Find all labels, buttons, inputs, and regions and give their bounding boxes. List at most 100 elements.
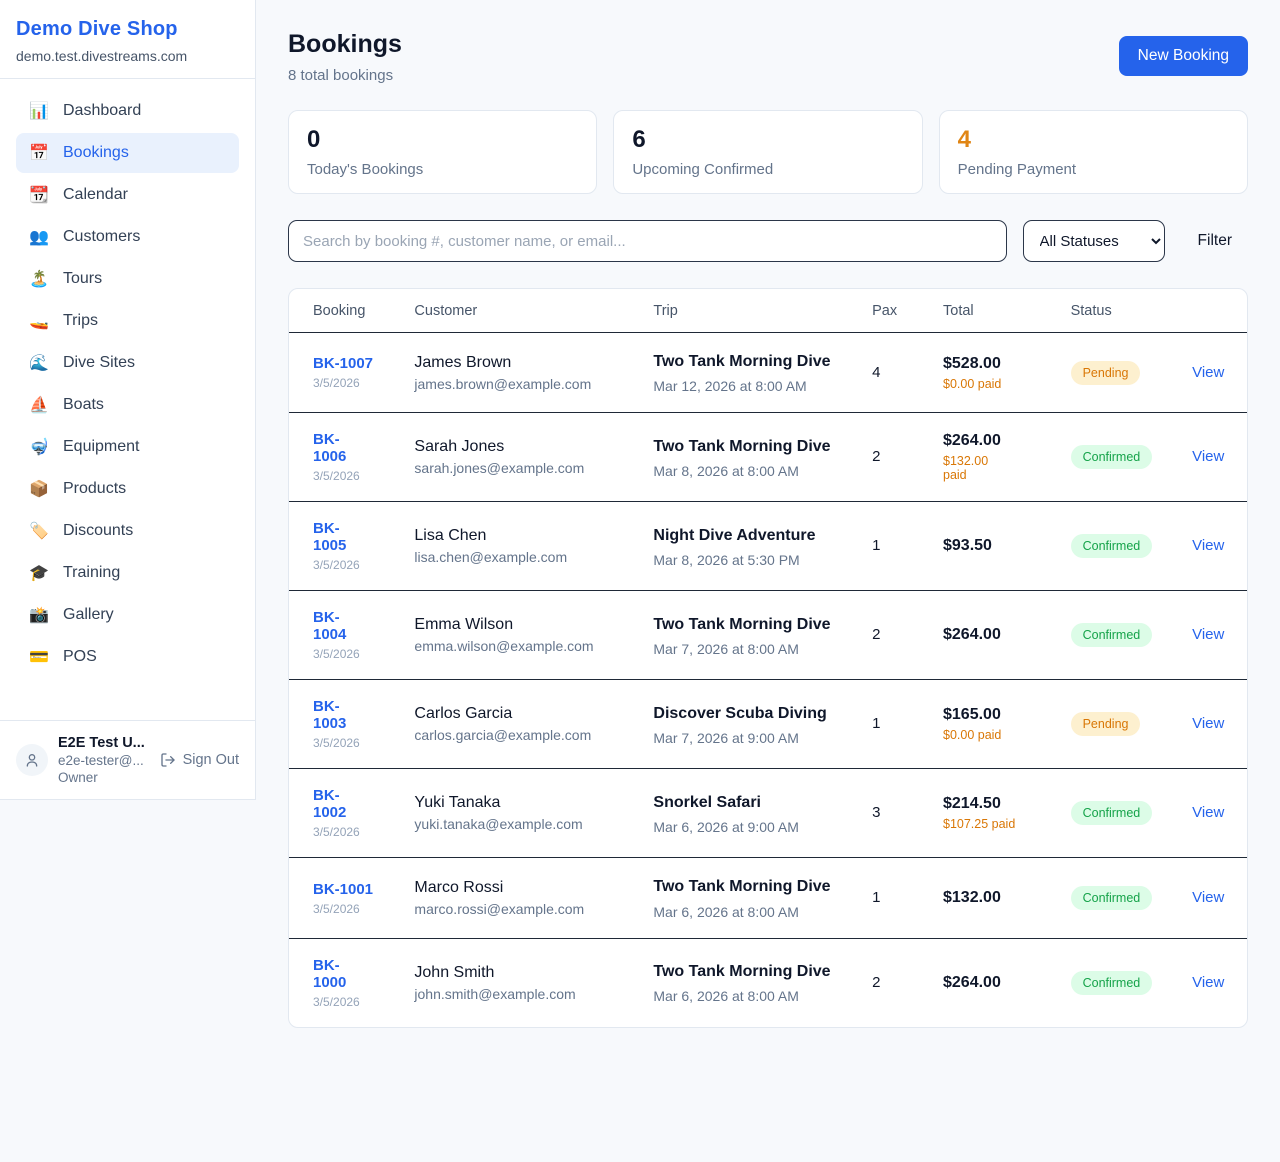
- booking-id-link[interactable]: BK-1007: [313, 355, 374, 373]
- sidebar-item-label: Dashboard: [63, 102, 142, 119]
- amount-paid: $0.00 paid: [943, 728, 1002, 743]
- diving-mask-icon: 🤿: [29, 439, 49, 456]
- status-badge: Confirmed: [1070, 801, 1153, 826]
- main-content: Bookings 8 total bookings New Booking 0 …: [256, 0, 1280, 1162]
- booking-id-link[interactable]: BK- 1006: [313, 431, 347, 466]
- trip-name: Two Tank Morning Dive: [653, 878, 831, 896]
- customer-name: Yuki Tanaka: [414, 794, 501, 812]
- pax-value: 2: [872, 626, 881, 644]
- booking-date: 3/5/2026: [313, 736, 360, 751]
- trip-name: Discover Scuba Diving: [653, 704, 827, 722]
- bookings-table-body: BK-1007 3/5/2026 James Brown james.brown…: [289, 333, 1247, 1027]
- stat-value: 0: [307, 126, 321, 153]
- sidebar-item-label: Products: [63, 480, 127, 497]
- sidebar-item-dive-sites[interactable]: 🌊 Dive Sites: [16, 343, 239, 383]
- view-link[interactable]: View: [1192, 448, 1225, 466]
- sailboat-icon: ⛵: [29, 397, 49, 414]
- new-booking-button[interactable]: New Booking: [1118, 36, 1248, 76]
- view-link[interactable]: View: [1192, 626, 1225, 644]
- sidebar-item-label: Trips: [63, 312, 98, 329]
- customer-name: James Brown: [414, 353, 512, 371]
- sidebar-item-tours[interactable]: 🏝️ Tours: [16, 259, 239, 299]
- trip-time: Mar 7, 2026 at 8:00 AM: [653, 641, 799, 658]
- wave-icon: 🌊: [29, 355, 49, 372]
- sign-out-label: Sign Out: [182, 752, 239, 768]
- total-amount: $93.50: [943, 537, 992, 555]
- stat-card: 0 Today's Bookings: [288, 110, 598, 194]
- sidebar-item-customers[interactable]: 👥 Customers: [16, 217, 239, 257]
- sidebar-item-gallery[interactable]: 📸 Gallery: [16, 595, 239, 635]
- amount-paid: $107.25 paid: [943, 817, 1016, 832]
- trip-time: Mar 8, 2026 at 8:00 AM: [653, 463, 799, 480]
- sidebar-item-bookings[interactable]: 📅 Bookings: [16, 133, 239, 173]
- status-select[interactable]: All Statuses: [1022, 220, 1165, 262]
- sidebar-item-training[interactable]: 🎓 Training: [16, 553, 239, 593]
- booking-id-link[interactable]: BK- 1003: [313, 698, 347, 733]
- island-icon: 🏝️: [29, 271, 49, 288]
- trip-name: Two Tank Morning Dive: [653, 615, 831, 633]
- camera-icon: 📸: [29, 607, 49, 624]
- table-row: BK-1001 3/5/2026 Marco Rossi marco.rossi…: [289, 857, 1247, 939]
- view-link[interactable]: View: [1192, 715, 1225, 733]
- view-link[interactable]: View: [1192, 537, 1225, 555]
- sidebar-item-trips[interactable]: 🚤 Trips: [16, 301, 239, 341]
- booking-id-link[interactable]: BK- 1004: [313, 609, 347, 644]
- booking-id-link[interactable]: BK- 1002: [313, 787, 347, 822]
- table-row: BK- 1006 3/5/2026 Sarah Jones sarah.jone…: [289, 412, 1247, 502]
- booking-id-link[interactable]: BK- 1000: [313, 956, 347, 991]
- shop-name: Demo Dive Shop: [16, 18, 178, 40]
- sidebar-item-discounts[interactable]: 🏷️ Discounts: [16, 511, 239, 551]
- view-link[interactable]: View: [1192, 889, 1225, 907]
- sidebar-item-boats[interactable]: ⛵ Boats: [16, 385, 239, 425]
- pax-value: 1: [872, 537, 881, 555]
- speedboat-icon: 🚤: [29, 313, 49, 330]
- stat-value: 6: [632, 126, 646, 153]
- view-link[interactable]: View: [1192, 973, 1225, 991]
- user-name: E2E Test U...: [58, 735, 145, 751]
- trip-name: Two Tank Morning Dive: [653, 437, 831, 455]
- total-amount: $132.00: [943, 889, 1001, 907]
- column-header-customer: Customer: [402, 289, 642, 333]
- sidebar-item-label: Equipment: [63, 438, 140, 455]
- total-amount: $214.50: [943, 795, 1001, 813]
- sidebar-item-label: Customers: [63, 228, 141, 245]
- view-link[interactable]: View: [1192, 363, 1225, 381]
- user-meta: E2E Test U... e2e-tester@... Owner: [58, 735, 150, 785]
- sidebar-item-label: Dive Sites: [63, 354, 136, 371]
- search-input[interactable]: [288, 220, 1007, 262]
- booking-id-link[interactable]: BK-1001: [313, 880, 374, 898]
- booking-id-link[interactable]: BK- 1005: [313, 520, 347, 555]
- sidebar-item-dashboard[interactable]: 📊 Dashboard: [16, 91, 239, 131]
- pax-value: 2: [872, 448, 881, 466]
- customer-email: yuki.tanaka@example.com: [414, 816, 583, 833]
- filter-row: All Statuses Filter: [288, 220, 1248, 262]
- column-header-status: Status: [1058, 289, 1181, 333]
- calendar-icon: 📅: [29, 145, 49, 162]
- table-row: BK-1007 3/5/2026 James Brown james.brown…: [289, 333, 1247, 413]
- trip-name: Snorkel Safari: [653, 793, 761, 811]
- filter-button[interactable]: Filter: [1197, 232, 1232, 249]
- sidebar-item-calendar[interactable]: 📆 Calendar: [16, 175, 239, 215]
- customer-email: marco.rossi@example.com: [414, 901, 585, 918]
- page-subtitle: 8 total bookings: [288, 67, 394, 84]
- column-header-trip: Trip: [641, 289, 861, 333]
- view-link[interactable]: View: [1192, 804, 1225, 822]
- customer-email: emma.wilson@example.com: [414, 638, 594, 655]
- table-header-row: Booking Customer Trip Pax Total Status: [289, 289, 1247, 333]
- total-amount: $165.00: [943, 706, 1001, 724]
- column-header-booking: Booking: [289, 289, 403, 333]
- avatar: [16, 744, 48, 776]
- trip-name: Two Tank Morning Dive: [653, 353, 831, 370]
- sidebar-item-products[interactable]: 📦 Products: [16, 469, 239, 509]
- trip-name: Night Dive Adventure: [653, 526, 816, 544]
- customer-name: Marco Rossi: [414, 879, 504, 897]
- table-row: BK- 1000 3/5/2026 John Smith john.smith@…: [289, 937, 1247, 1027]
- customer-name: Emma Wilson: [414, 616, 514, 634]
- booking-date: 3/5/2026: [313, 901, 360, 916]
- sidebar-item-pos[interactable]: 💳 POS: [16, 637, 239, 677]
- customer-email: lisa.chen@example.com: [414, 549, 568, 566]
- sidebar-item-equipment[interactable]: 🤿 Equipment: [16, 427, 239, 467]
- customer-name: Sarah Jones: [414, 438, 505, 456]
- status-badge: Confirmed: [1070, 445, 1153, 470]
- sign-out-button[interactable]: Sign Out: [160, 752, 239, 768]
